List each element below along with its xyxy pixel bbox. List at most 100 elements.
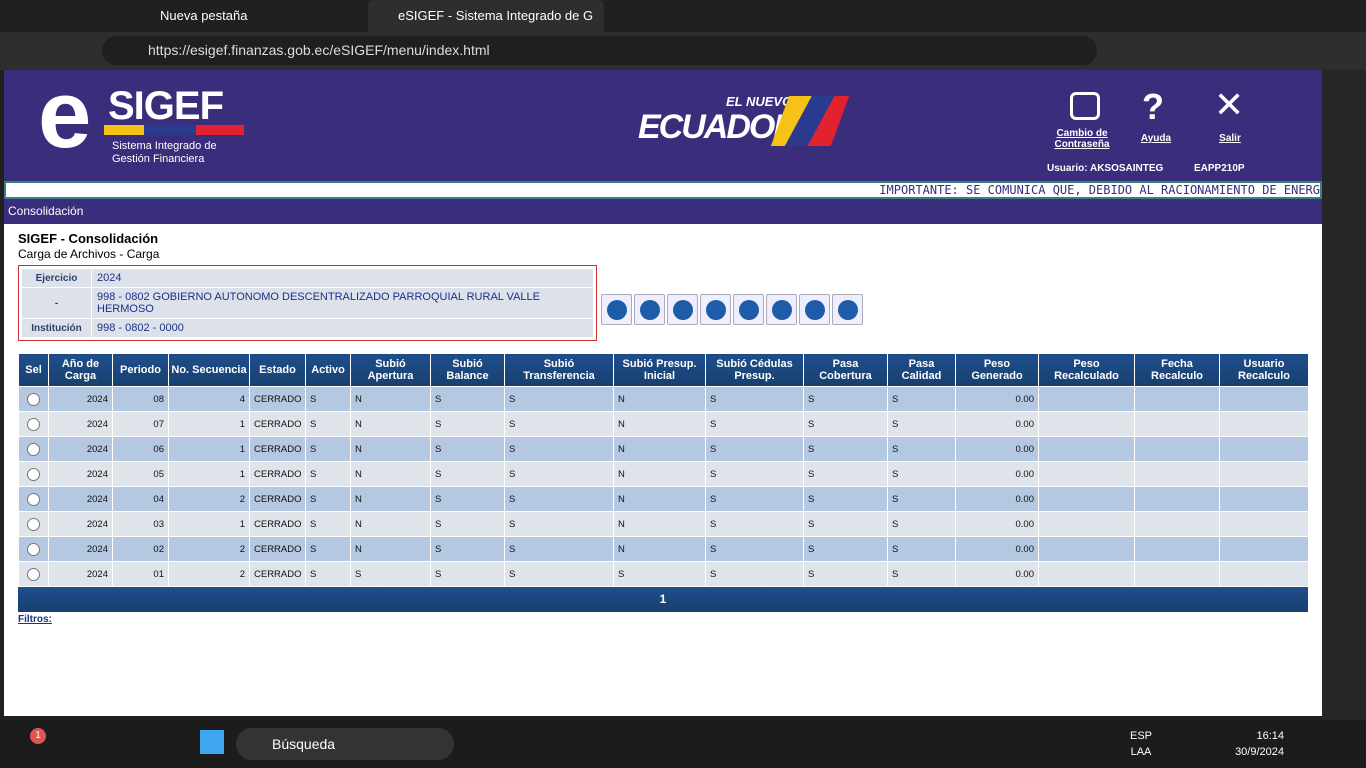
cell: N [350, 536, 431, 562]
cell: N [350, 386, 431, 412]
empty-cell [1219, 511, 1309, 537]
cell: S [305, 561, 351, 587]
table-row: 2024 06 1 CERRADO S N S S N S S S 0.00 [18, 436, 1309, 462]
cell: S [430, 461, 505, 487]
action-button[interactable] [700, 294, 731, 325]
cell: N [350, 486, 431, 512]
change-password[interactable]: Cambio de Contraseña [1054, 128, 1110, 150]
cell: N [613, 461, 706, 487]
select-cell [18, 536, 49, 562]
column-header: Peso Recalculado [1038, 353, 1135, 387]
cell: N [613, 486, 706, 512]
action-button[interactable] [832, 294, 863, 325]
cell: S [430, 536, 505, 562]
action-button[interactable] [667, 294, 698, 325]
action-button[interactable] [634, 294, 665, 325]
pager[interactable]: 1 [18, 587, 1308, 612]
cell: S [504, 386, 614, 412]
cell: CERRADO [249, 461, 306, 487]
cell: S [887, 386, 956, 412]
empty-cell [1134, 461, 1220, 487]
info-table: Ejercicio 2024-998 - 0802 GOBIERNO AUTONO… [21, 268, 594, 338]
cell: S [504, 486, 614, 512]
search[interactable]: Búsqueda [236, 728, 454, 760]
layout[interactable]: LAA [1130, 746, 1152, 758]
cell: 03 [112, 511, 169, 537]
breadcrumb[interactable]: Consolidación [4, 199, 1322, 224]
table-row: 2024 01 2 CERRADO S S S S S S S S 0.00 [18, 561, 1309, 587]
action-icon [739, 300, 759, 320]
cell: CERRADO [249, 436, 306, 462]
cell: 0.00 [955, 386, 1039, 412]
column-header: No. Secuencia [168, 353, 250, 387]
column-header: Peso Generado [955, 353, 1039, 387]
brand-main: ECUADOR [638, 108, 798, 146]
table-row: 2024 02 2 CERRADO S N S S N S S S 0.00 [18, 536, 1309, 562]
date[interactable]: 30/9/2024 [1235, 746, 1284, 758]
cell: S [803, 511, 888, 537]
select-cell [18, 386, 49, 412]
info-label: - [21, 287, 92, 319]
cell: S [430, 511, 505, 537]
cell: S [803, 536, 888, 562]
cell: N [613, 536, 706, 562]
cell: N [613, 436, 706, 462]
action-button[interactable] [733, 294, 764, 325]
cell: 1 [168, 411, 250, 437]
user: Usuario: AKSOSAINTEG [1047, 163, 1164, 174]
column-header: Sel [18, 353, 49, 387]
cell: S [305, 411, 351, 437]
cell: 0.00 [955, 411, 1039, 437]
cell: 2024 [48, 561, 113, 587]
filters-link[interactable]: Filtros: [18, 614, 52, 625]
radio[interactable] [27, 542, 40, 556]
cell: S [887, 461, 956, 487]
cell: CERRADO [249, 511, 306, 537]
radio[interactable] [27, 417, 40, 431]
empty-cell [1219, 386, 1309, 412]
tab-active[interactable]: eSIGEF - Sistema Integrado de G [368, 0, 604, 32]
action-icon [805, 300, 825, 320]
action-button[interactable] [601, 294, 632, 325]
cell: S [803, 486, 888, 512]
cell: 0.00 [955, 511, 1039, 537]
logout[interactable]: Salir [1219, 133, 1241, 144]
action-button[interactable] [766, 294, 797, 325]
page-subtitle: Carga de Archivos - Carga [18, 247, 160, 261]
help[interactable]: Ayuda [1140, 133, 1172, 144]
cell: 2024 [48, 461, 113, 487]
radio[interactable] [27, 492, 40, 506]
cell: 08 [112, 386, 169, 412]
radio[interactable] [27, 517, 40, 531]
radio[interactable] [27, 567, 40, 581]
page: e SIGEF Sistema Integrado de Gestión Fin… [4, 70, 1322, 716]
cell: S [430, 561, 505, 587]
cell: CERRADO [249, 486, 306, 512]
brand-top: EL NUEVO [726, 94, 793, 109]
lang[interactable]: ESP [1130, 730, 1153, 742]
radio[interactable] [27, 392, 40, 406]
column-header: Estado [249, 353, 306, 387]
cell: 2024 [48, 511, 113, 537]
cell: S [504, 536, 614, 562]
cell: S [430, 486, 505, 512]
start[interactable] [200, 730, 224, 754]
radio[interactable] [27, 442, 40, 456]
time[interactable]: 16:14 [1256, 730, 1284, 742]
radio[interactable] [27, 467, 40, 481]
select-cell [18, 511, 49, 537]
tab-bar [0, 0, 1366, 32]
stripe [196, 125, 244, 135]
close-icon: ✕ [1214, 84, 1245, 125]
action-button[interactable] [799, 294, 830, 325]
cell: S [504, 461, 614, 487]
empty-cell [1134, 536, 1220, 562]
tab[interactable]: Nueva pestaña [160, 8, 248, 23]
action-icon [838, 300, 858, 320]
cell: S [705, 411, 804, 437]
empty-cell [1134, 386, 1220, 412]
lock-icon [1070, 92, 1100, 120]
action-icon [706, 300, 726, 320]
marquee: IMPORTANTE: SE COMUNICA QUE, DEBIDO AL R… [4, 181, 1322, 199]
address-bar[interactable]: https://esigef.finanzas.gob.ec/eSIGEF/me… [102, 36, 1097, 65]
